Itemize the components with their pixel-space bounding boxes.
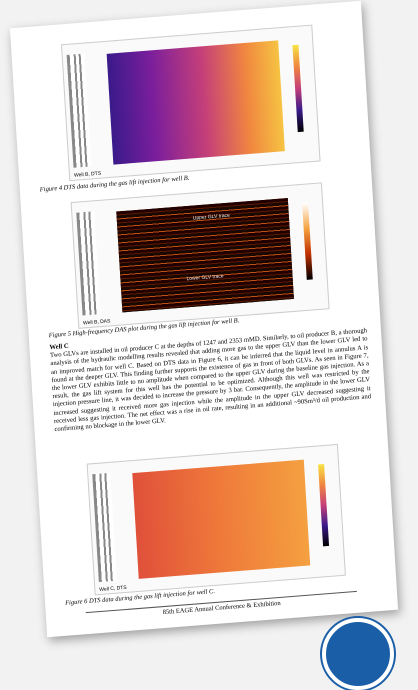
figure-6: Well C, DTS [86,443,346,596]
figure-5: Upper GLV trace Lower GLV trace Well B, … [70,182,330,329]
colorbar [302,202,313,280]
colorbar [292,44,304,133]
dts-heatmap [106,40,285,165]
dts-heatmap [132,459,311,579]
panel-label: Well B, DTS [73,170,102,179]
document-page: Well B, DTS Figure 4 DTS data during the… [9,0,399,638]
well-schematic [66,53,92,168]
screen: Well B, DTS Figure 4 DTS data during the… [9,0,399,690]
panel-label: Well B, DAS [82,318,111,327]
logo [322,618,394,690]
colorbar [318,464,330,547]
body-text: Well C Two GLVs are installed in oil pro… [49,319,372,434]
well-schematic [92,472,117,583]
figure-4: Well B, DTS [60,24,321,182]
panel-label: Well C, DTS [99,584,127,594]
well-schematic [76,211,101,316]
